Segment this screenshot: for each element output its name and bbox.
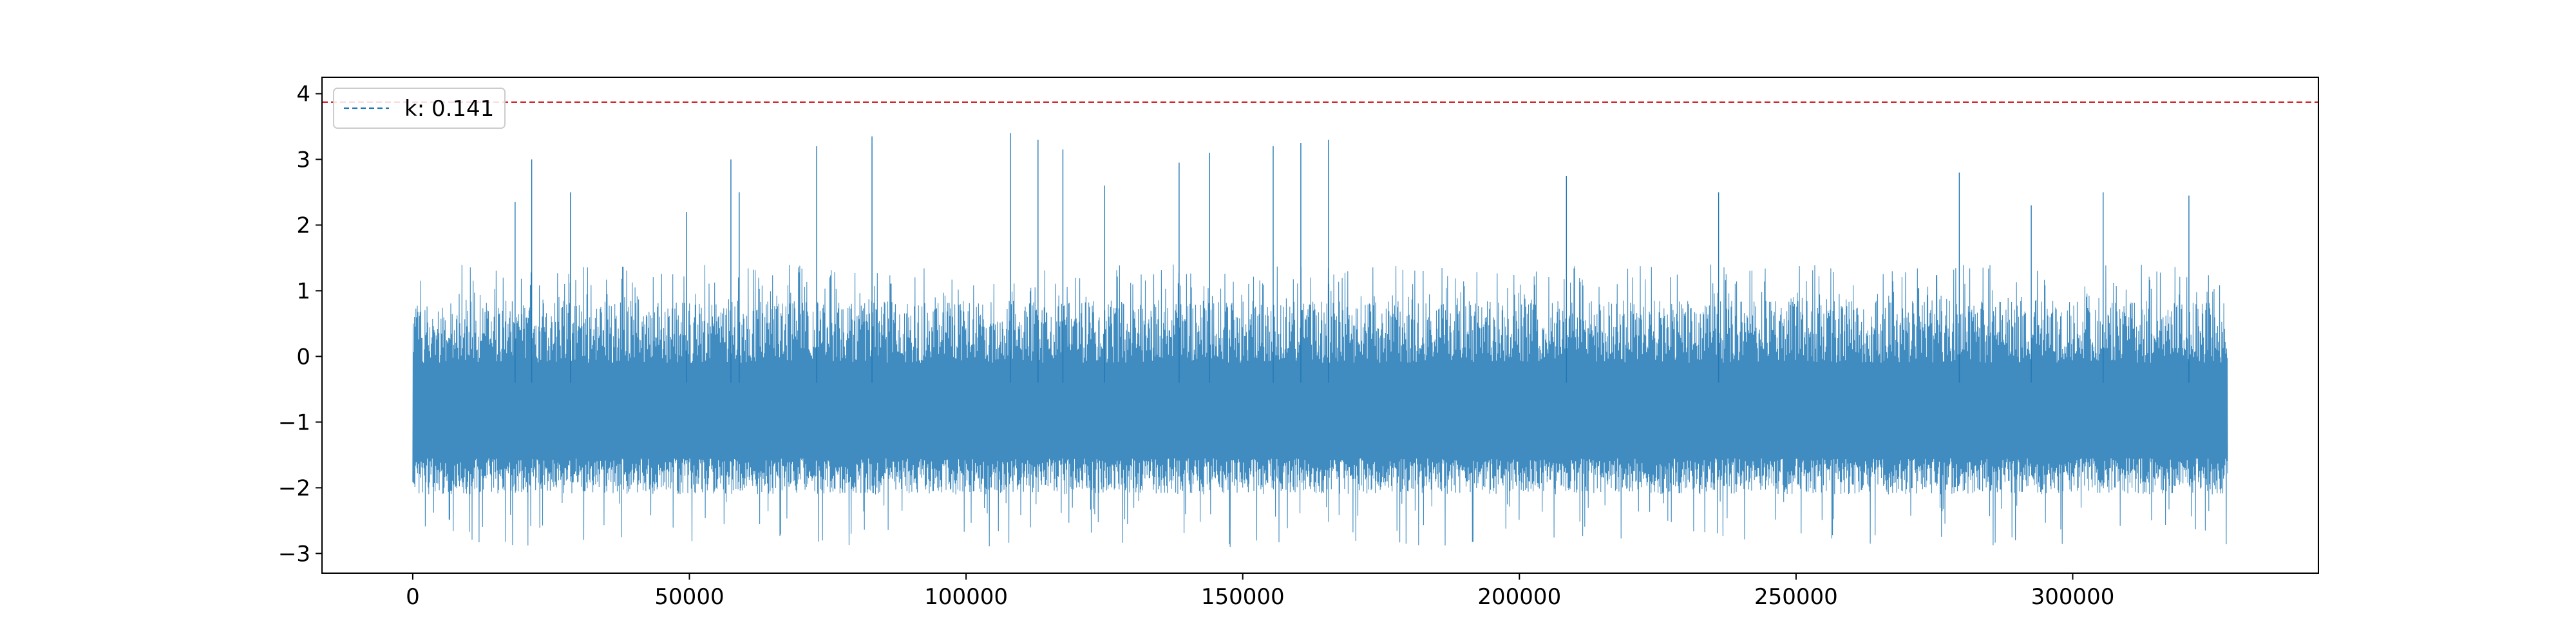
plot-frame <box>321 77 2319 574</box>
y-tick-label: −1 <box>278 410 310 435</box>
series-layer <box>412 264 2228 547</box>
x-tick-label: 150000 <box>1201 584 1285 610</box>
legend: k: 0.141 <box>333 88 506 129</box>
y-axis: −3 −2 −1 0 1 2 3 4 <box>278 81 322 567</box>
y-tick-label: 3 <box>296 147 310 173</box>
y-tick-label: 0 <box>296 344 310 370</box>
y-tick-label: 2 <box>296 213 310 238</box>
x-axis: 0 50000 100000 150000 200000 250000 300000 <box>406 573 2114 610</box>
x-tick-label: 200000 <box>1477 584 1561 610</box>
x-tick-label: 50000 <box>654 584 724 610</box>
x-tick-label: 250000 <box>1754 584 1838 610</box>
legend-label: k: 0.141 <box>404 96 494 122</box>
y-tick-label: 1 <box>296 278 310 304</box>
x-tick-label: 0 <box>406 584 420 610</box>
y-tick-label: 4 <box>296 81 310 107</box>
x-tick-label: 100000 <box>924 584 1008 610</box>
x-tick-label: 300000 <box>2031 584 2115 610</box>
spike-layer <box>515 133 2190 383</box>
series-line <box>412 264 2228 547</box>
y-tick-label: −2 <box>278 475 310 501</box>
y-tick-label: −3 <box>278 541 310 567</box>
legend-box <box>333 88 506 129</box>
